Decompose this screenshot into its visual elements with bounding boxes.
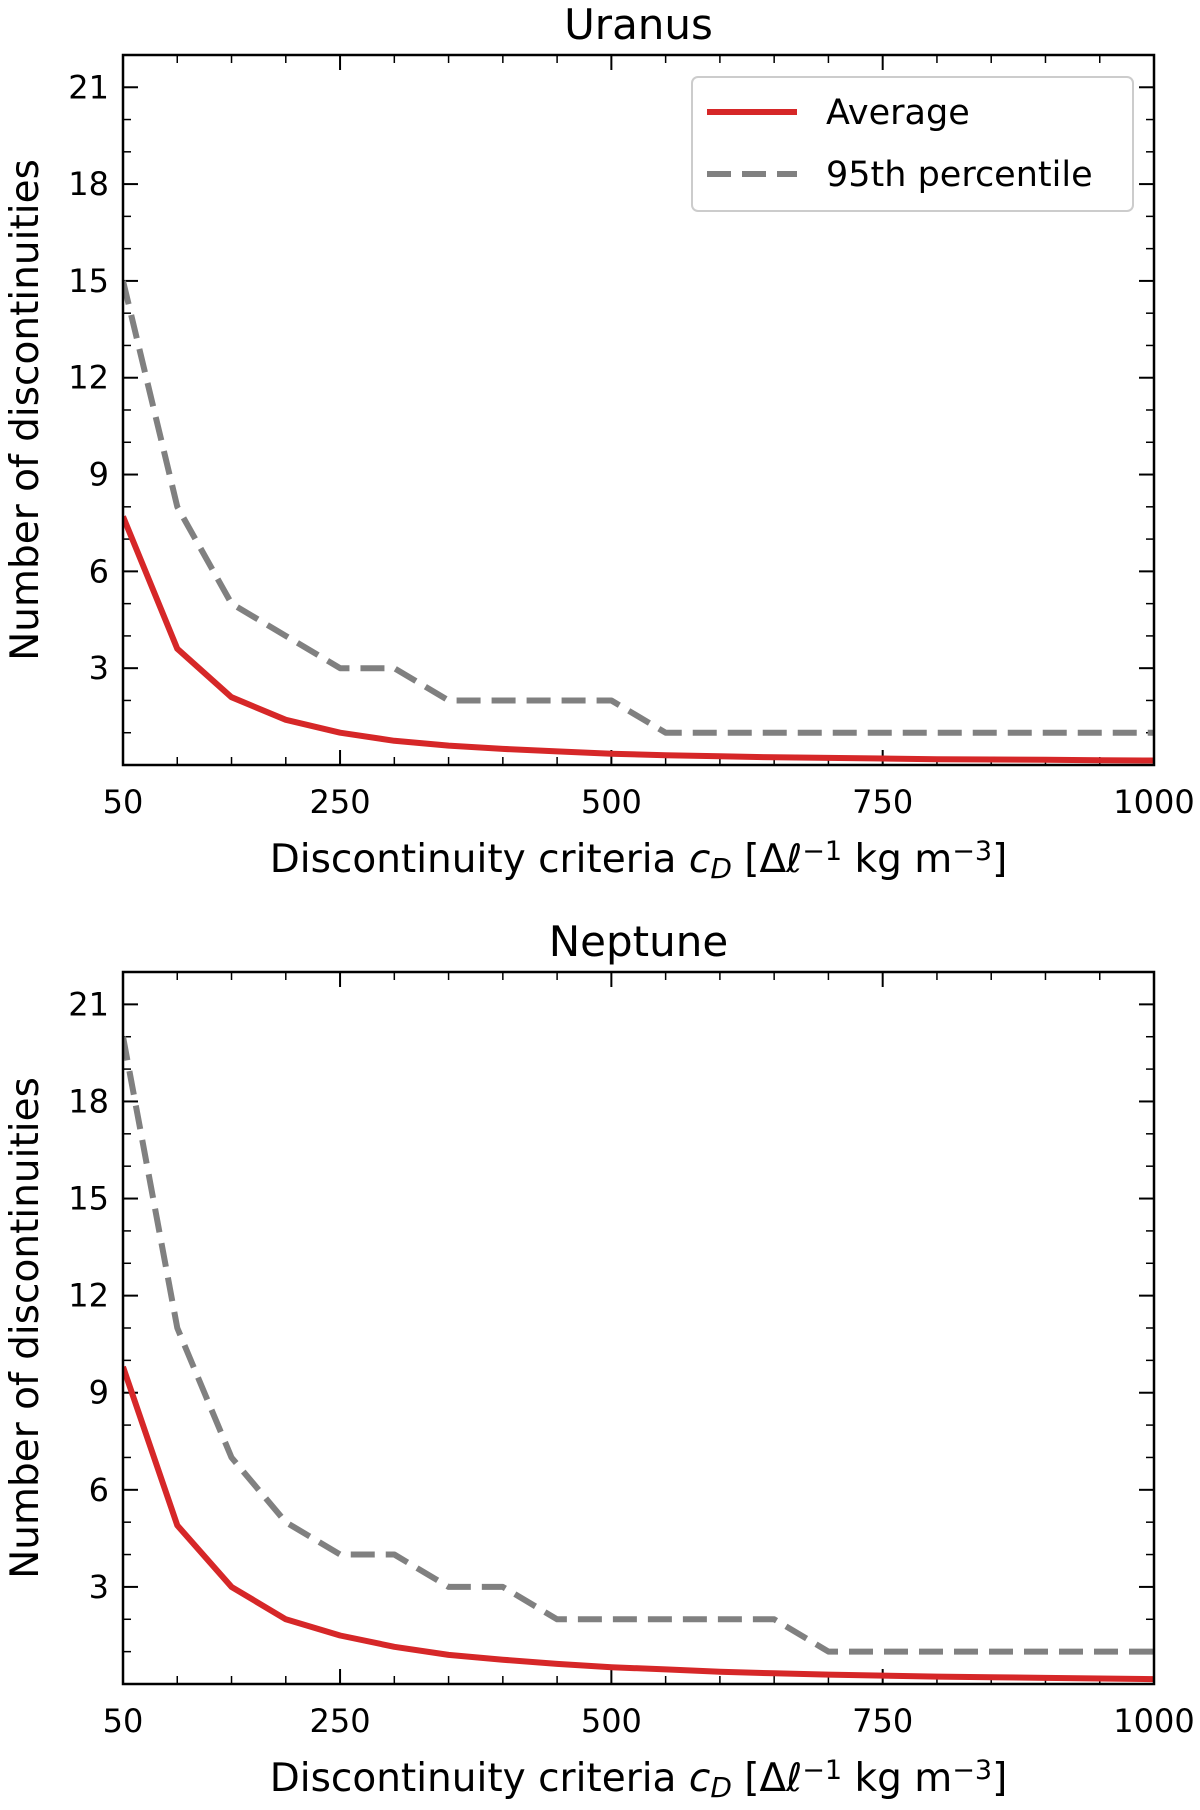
y-tick-label: 9: [89, 1374, 109, 1412]
y-tick-label: 12: [68, 359, 109, 397]
chart-title: Uranus: [564, 0, 713, 49]
legend-box: [691, 76, 1134, 212]
chart-title: Neptune: [549, 917, 728, 966]
x-tick-label: 1000: [1113, 783, 1194, 821]
x-tick-label: 250: [310, 1702, 371, 1740]
y-tick-label: 21: [68, 985, 109, 1023]
x-axis-label: Discontinuity criteria cD [Δℓ−1 kg m−3]: [270, 1755, 1008, 1804]
x-tick-label: 500: [581, 1702, 642, 1740]
y-tick-label: 6: [89, 1471, 109, 1509]
series-line-percentile: [123, 1036, 1154, 1655]
plot-frame: [121, 53, 1156, 767]
y-tick-label: 6: [89, 552, 109, 590]
x-tick-label: 250: [310, 783, 371, 821]
y-axis-label: Number of discontinuities: [3, 159, 48, 661]
y-tick-label: 15: [68, 1180, 109, 1218]
x-axis-label: Discontinuity criteria cD [Δℓ−1 kg m−3]: [270, 836, 1008, 885]
series-line-average: [123, 1365, 1154, 1683]
plot-frame: [121, 970, 1156, 1686]
y-axis-label: Number of discontinuities: [3, 1077, 48, 1579]
x-tick-label: 750: [852, 1702, 913, 1740]
series-line-percentile: [123, 280, 1154, 736]
y-tick-label: 12: [68, 1277, 109, 1315]
y-tick-label: 15: [68, 262, 109, 300]
x-tick-label: 1000: [1113, 1702, 1194, 1740]
x-tick-label: 500: [581, 783, 642, 821]
legend: Average 95th percentile: [691, 76, 1134, 212]
y-tick-label: 3: [89, 649, 109, 687]
chart-panel-1: Neptune 3 6 9 12 15 18 21 50 250 500 750 1000 Discont…: [3, 917, 1195, 1804]
y-tick-label: 3: [89, 1568, 109, 1606]
legend-label: 95th percentile: [826, 155, 1093, 195]
legend-label: Average: [826, 93, 970, 133]
x-tick-label: 50: [103, 783, 144, 821]
series-line-average: [123, 515, 1154, 764]
y-tick-label: 21: [68, 68, 109, 106]
x-tick-label: 750: [852, 783, 913, 821]
x-tick-label: 50: [103, 1702, 144, 1740]
chart-panel-0: Uranus 3 6 9 12 15 18 21 50 250 500 750 1000 Disconti…: [3, 0, 1195, 885]
y-tick-label: 9: [89, 456, 109, 494]
y-tick-label: 18: [68, 1082, 109, 1120]
y-tick-label: 18: [68, 165, 109, 203]
